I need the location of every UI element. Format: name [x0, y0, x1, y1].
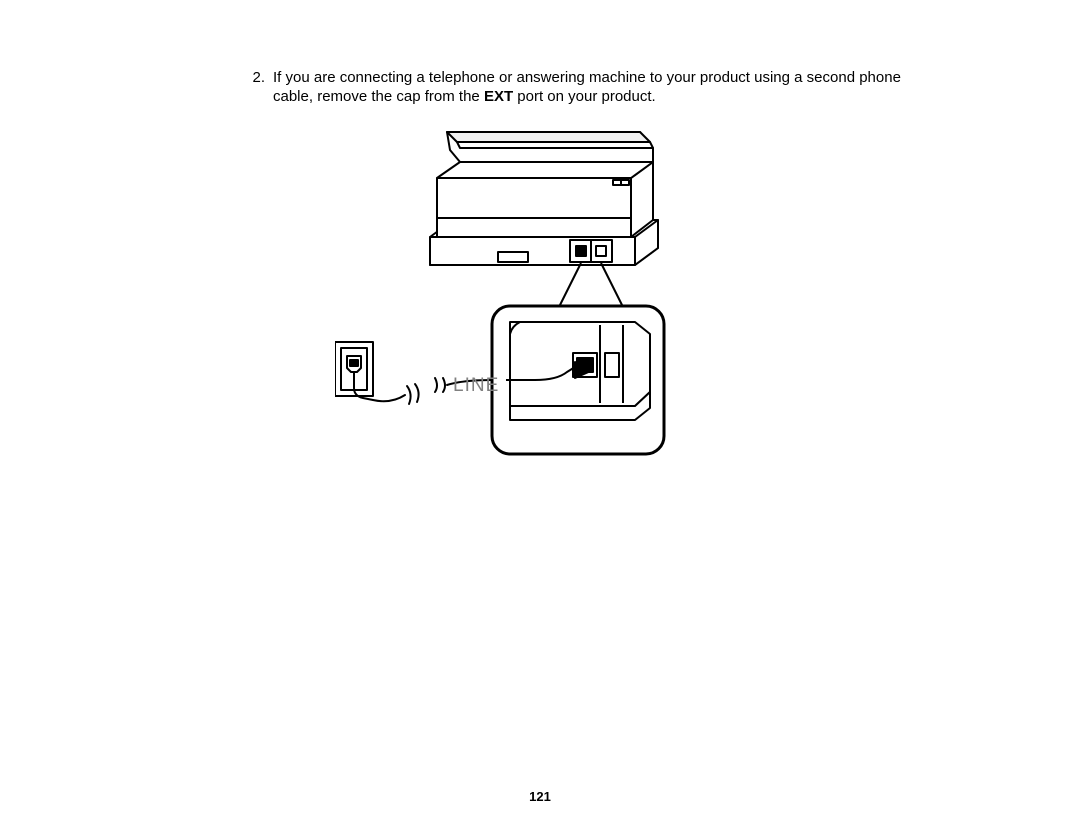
printer-svg: [335, 120, 675, 460]
step-instruction: 2. If you are connecting a telephone or …: [225, 68, 930, 106]
step-number: 2.: [225, 68, 273, 106]
callout-box: [492, 306, 664, 454]
step-text: If you are connecting a telephone or ans…: [273, 68, 930, 106]
printer-port-illustration: [335, 120, 675, 460]
printer-body: [430, 132, 658, 265]
callout-leader: [560, 263, 622, 305]
document-page: 2. If you are connecting a telephone or …: [0, 0, 1080, 834]
page-number: 121: [0, 789, 1080, 804]
step-text-bold: EXT: [484, 88, 513, 105]
line-label: LINE: [453, 375, 499, 397]
step-text-after: port on your product.: [513, 88, 656, 105]
wall-jack: [335, 342, 373, 400]
